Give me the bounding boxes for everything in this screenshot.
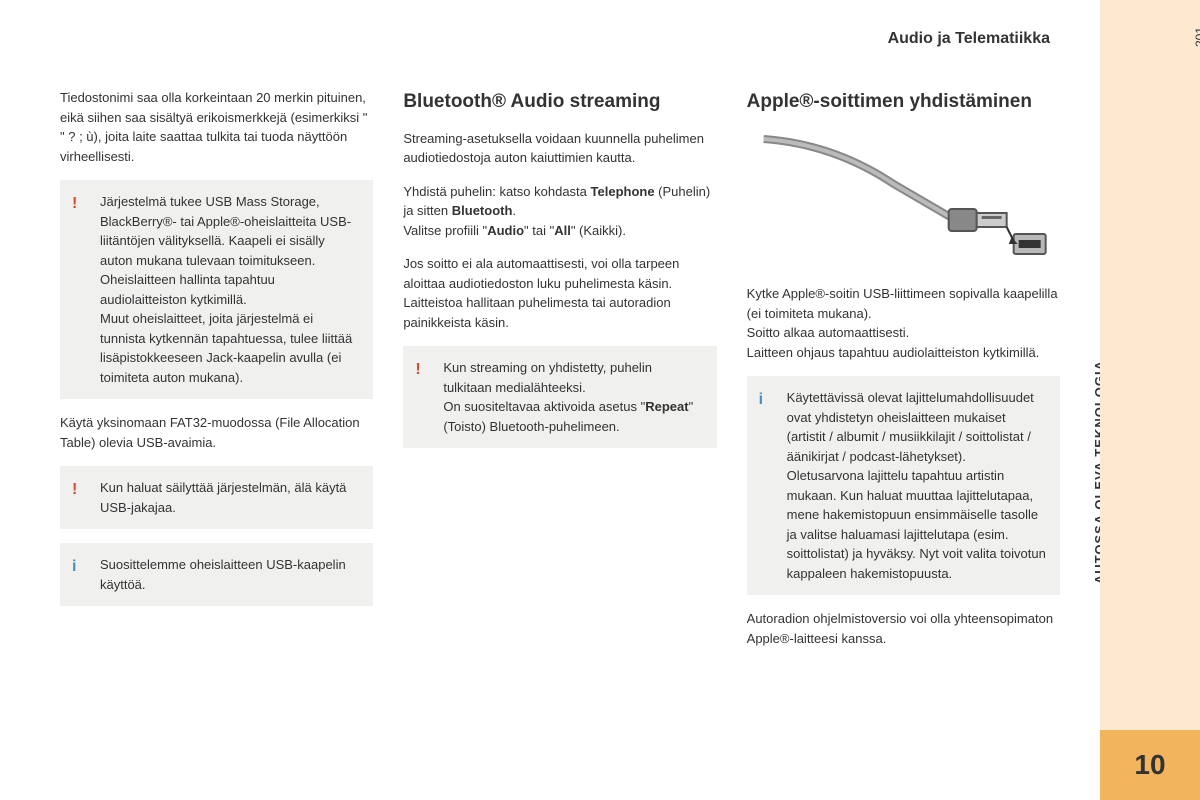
bluetooth-playback: Jos soitto ei ala automaattisesti, voi o… [403, 254, 716, 332]
text: " tai " [524, 223, 554, 238]
text: Kun streaming on yhdistetty, puhelin tul… [443, 360, 652, 414]
info-icon: i [759, 388, 763, 412]
apple-connect: Kytke Apple®-soitin USB-liittimeen sopiv… [747, 284, 1060, 362]
info-box-apple-sort: i Käytettävissä olevat lajittelumahdolli… [747, 376, 1060, 595]
bold-bluetooth: Bluetooth [452, 203, 513, 218]
page-number: 201 [1193, 27, 1200, 47]
bluetooth-intro: Streaming-asetuksella voidaan kuunnella … [403, 129, 716, 168]
bluetooth-connect: Yhdistä puhelin: katso kohdasta Telephon… [403, 182, 716, 241]
column-3: Apple®-soittimen yhdistäminen Kytke Appl… [747, 88, 1060, 662]
box-text: Käytettävissä olevat lajittelumahdollisu… [787, 390, 1046, 581]
chapter-number: 10 [1134, 749, 1165, 781]
warning-box-no-hub: ! Kun haluat säilyttää järjestelmän, älä… [60, 466, 373, 529]
apple-compat: Autoradion ohjelmistoversio voi olla yht… [747, 609, 1060, 648]
bold-telephone: Telephone [591, 184, 655, 199]
warning-box-streaming: ! Kun streaming on yhdistetty, puhelin t… [403, 346, 716, 448]
warning-icon: ! [72, 192, 77, 216]
bold-audio: Audio [487, 223, 524, 238]
filename-note: Tiedostonimi saa olla korkeintaan 20 mer… [60, 88, 373, 166]
box-text: Kun haluat säilyttää järjestelmän, älä k… [100, 480, 346, 515]
warning-icon: ! [72, 478, 77, 502]
usb-cable-illustration [747, 129, 1060, 269]
info-icon: i [72, 555, 76, 579]
text: . [512, 203, 516, 218]
side-tab: 201 10 [1100, 0, 1200, 800]
text: Yhdistä puhelin: katso kohdasta [403, 184, 590, 199]
text: Valitse profiili " [403, 223, 487, 238]
section-header: Audio ja Telematiikka [60, 30, 1060, 48]
box-text: Kun streaming on yhdistetty, puhelin tul… [443, 360, 693, 434]
warning-box-usb-support: ! Järjestelmä tukee USB Mass Storage, Bl… [60, 180, 373, 399]
info-box-usb-cable: i Suosittelemme oheislaitteen USB-kaapel… [60, 543, 373, 606]
box-text: Suosittelemme oheislaitteen USB-kaapelin… [100, 557, 346, 592]
text: " (Kaikki). [571, 223, 626, 238]
manual-page: Audio ja Telematiikka Tiedostonimi saa o… [0, 0, 1100, 800]
bold-repeat: Repeat [645, 399, 688, 414]
bold-all: All [554, 223, 571, 238]
box-text: Järjestelmä tukee USB Mass Storage, Blac… [100, 194, 352, 385]
warning-icon: ! [415, 358, 420, 382]
column-1: Tiedostonimi saa olla korkeintaan 20 mer… [60, 88, 373, 662]
column-2: Bluetooth® Audio streaming Streaming-ase… [403, 88, 716, 662]
tab-lower: 10 [1100, 730, 1200, 800]
apple-heading: Apple®-soittimen yhdistäminen [747, 88, 1060, 117]
content-columns: Tiedostonimi saa olla korkeintaan 20 mer… [60, 88, 1060, 662]
fat32-note: Käytä yksinomaan FAT32-muodossa (File Al… [60, 413, 373, 452]
bluetooth-heading: Bluetooth® Audio streaming [403, 88, 716, 117]
tab-upper: 201 [1100, 0, 1200, 730]
